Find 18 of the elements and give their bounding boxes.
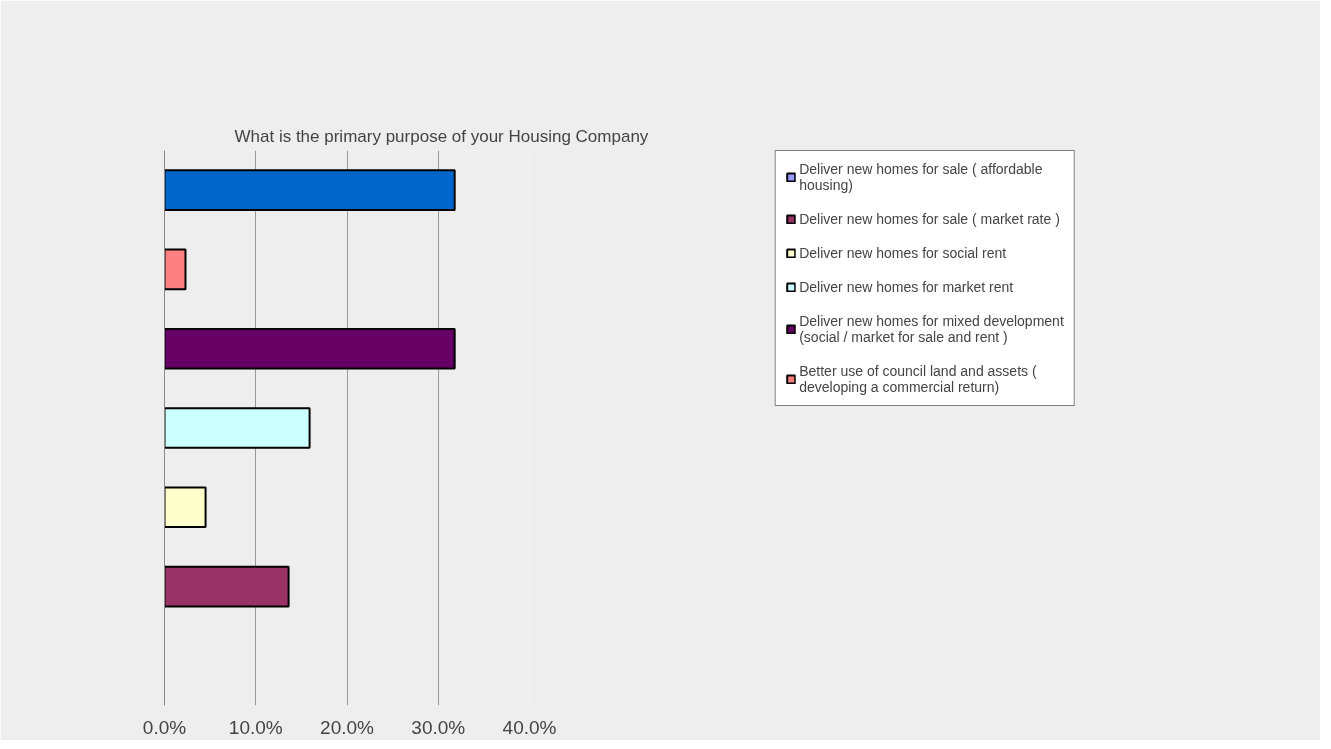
legend-label: Deliver new homes for sale ( affordable housing) [799,161,1043,193]
x-tick-label: 40.0% [502,716,557,738]
bar [164,169,456,211]
bar [164,327,456,370]
chart-title: What is the primary purpose of your Housing Company [234,126,649,146]
legend-label: Deliver new homes for social rent [799,245,1007,261]
x-tick-label: 30.0% [411,716,466,738]
legend-label: Deliver new homes for sale ( market rate ) [799,211,1060,227]
bar [164,248,187,291]
bar [164,486,207,529]
x-tick-label: 20.0% [320,716,375,738]
x-tick-label: 0.0% [142,716,187,738]
x-tick-label: 10.0% [228,716,283,738]
legend-label: Deliver new homes for mixed development (social / market for sale and rent ) [799,313,1064,345]
bar [164,407,311,449]
bar [164,565,290,608]
legend-label: Better use of council land and assets ( developing a commercial return) [799,363,1037,395]
legend-label: Deliver new homes for market rent [799,279,1014,295]
